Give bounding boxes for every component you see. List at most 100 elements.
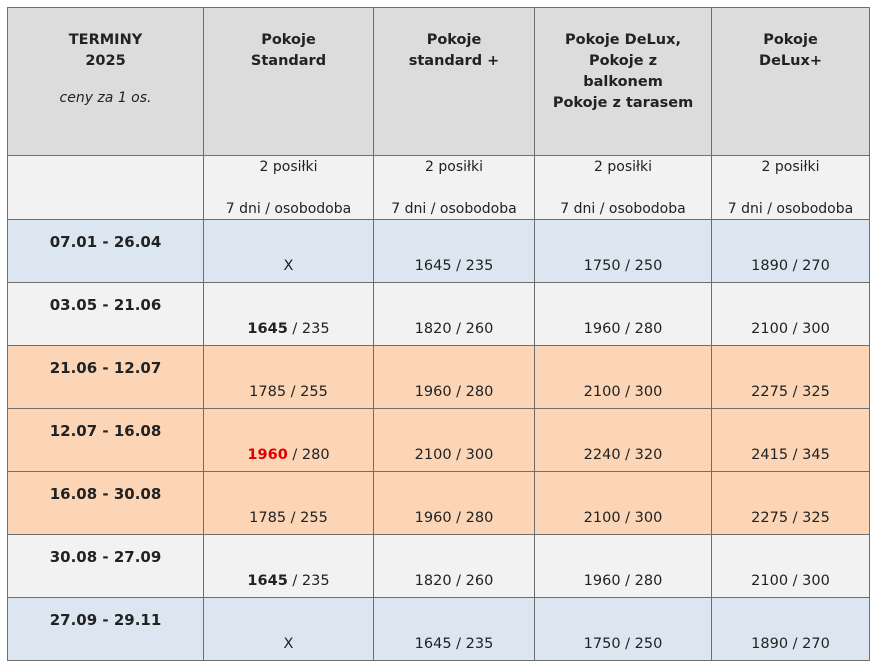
table-row: 21.06 - 12.07 1785 / 255 1960 / 280 2100 / … <box>7 345 870 409</box>
price-daily: / 270 <box>788 258 830 274</box>
price-daily: / 325 <box>788 384 830 400</box>
header-standard-plus: Pokoje standard + <box>373 7 535 156</box>
price-cell: 2100 / 300 <box>711 282 870 346</box>
price-main: 1645 <box>414 258 452 274</box>
subheader-empty-cell <box>7 155 204 220</box>
date-range-cell: 30.08 - 27.09 <box>7 534 204 598</box>
subheader-cell: 2 posiłki 7 dni / osobodoba <box>203 155 374 220</box>
price-cell: 2240 / 320 <box>534 408 712 472</box>
price-cell: 1785 / 255 <box>203 345 374 409</box>
price-daily: / 280 <box>620 573 663 589</box>
price-cell: 1645 / 235 <box>203 282 374 346</box>
subheader-row: 2 posiłki 7 dni / osobodoba 2 posiłki 7 dn… <box>7 155 870 220</box>
header-standard-line2: Standard <box>250 53 327 69</box>
price-daily: / 300 <box>788 321 830 337</box>
price-daily: / 255 <box>286 384 328 400</box>
subheader-cell: 2 posiłki 7 dni / osobodoba <box>711 155 870 220</box>
price-main: 1960 <box>583 573 621 589</box>
table-row: 07.01 - 26.04 X 1645 / 235 1750 / 250 1890 /… <box>7 219 870 283</box>
header-delux: Pokoje DeLux, Pokoje z balkonem Pokoje z… <box>534 7 712 156</box>
price-main: 1645 <box>247 321 288 337</box>
price-main: 1645 <box>247 573 288 589</box>
meals-label: 2 posiłki <box>259 159 318 175</box>
header-standard: Pokoje Standard <box>203 7 374 156</box>
price-main: 2100 <box>751 321 789 337</box>
price-main: 2100 <box>751 573 789 589</box>
price-cell: 1960 / 280 <box>203 408 374 472</box>
date-range-cell: 03.05 - 21.06 <box>7 282 204 346</box>
price-daily: / 280 <box>451 384 494 400</box>
price-main: 2275 <box>751 510 789 526</box>
price-daily: / 280 <box>287 447 330 463</box>
header-delux-line2: Pokoje z <box>588 53 658 69</box>
stay-label: 7 dni / osobodoba <box>225 201 352 217</box>
price-cell: 1890 / 270 <box>711 219 870 283</box>
table-header-row: TERMINY 2025 ceny za 1 os. Pokoje Standa… <box>7 7 870 156</box>
table-row: 16.08 - 30.08 1785 / 255 1960 / 280 2100 / … <box>7 471 870 535</box>
price-cell: 1960 / 280 <box>534 282 712 346</box>
meals-label: 2 posiłki <box>761 159 820 175</box>
price-main: 1645 <box>414 636 452 652</box>
stay-label: 7 dni / osobodoba <box>560 201 686 217</box>
header-delux-plus: Pokoje DeLux+ <box>711 7 870 156</box>
header-delux-line1: Pokoje DeLux, <box>565 32 681 48</box>
price-main: 1960 <box>414 510 452 526</box>
price-main: 1960 <box>583 321 621 337</box>
price-main: X <box>283 636 294 652</box>
table-row: 27.09 - 29.11 X 1645 / 235 1750 / 250 1890 /… <box>7 597 870 661</box>
price-main: 1750 <box>583 636 621 652</box>
price-main: 1820 <box>414 321 452 337</box>
price-cell: 1960 / 280 <box>534 534 712 598</box>
price-daily: / 300 <box>788 573 830 589</box>
price-cell: 2100 / 300 <box>534 471 712 535</box>
price-main: 1785 <box>249 510 287 526</box>
price-daily: / 235 <box>451 258 494 274</box>
subheader-cell: 2 posiłki 7 dni / osobodoba <box>373 155 535 220</box>
price-main: 2275 <box>751 384 789 400</box>
price-daily: / 345 <box>788 447 830 463</box>
price-daily: / 235 <box>451 636 494 652</box>
price-daily: / 320 <box>620 447 663 463</box>
price-cell: 2100 / 300 <box>534 345 712 409</box>
meals-label: 2 posiłki <box>425 159 483 175</box>
price-cell: X <box>203 219 374 283</box>
stay-label: 7 dni / osobodoba <box>391 201 517 217</box>
price-daily: / 300 <box>620 384 663 400</box>
table-row: 12.07 - 16.08 1960 / 280 2100 / 300 2240 / … <box>7 408 870 472</box>
price-main: 2100 <box>583 510 621 526</box>
header-delux-plus-line1: Pokoje <box>763 32 818 48</box>
header-delux-line4: Pokoje z tarasem <box>552 95 694 111</box>
price-daily: / 255 <box>286 510 328 526</box>
stay-label: 7 dni / osobodoba <box>727 201 854 217</box>
date-range-cell: 16.08 - 30.08 <box>7 471 204 535</box>
price-cell: 2275 / 325 <box>711 471 870 535</box>
header-terms-year: 2025 <box>85 53 126 69</box>
price-cell: 1645 / 235 <box>203 534 374 598</box>
price-daily: / 280 <box>451 510 494 526</box>
date-range-cell: 27.09 - 29.11 <box>7 597 204 661</box>
price-cell: 1785 / 255 <box>203 471 374 535</box>
price-cell: 1750 / 250 <box>534 597 712 661</box>
price-main: 1890 <box>751 258 789 274</box>
price-daily: / 260 <box>451 573 494 589</box>
price-cell: 1820 / 260 <box>373 282 535 346</box>
price-daily: / 250 <box>620 636 663 652</box>
price-cell: 1645 / 235 <box>373 597 535 661</box>
price-cell: 1820 / 260 <box>373 534 535 598</box>
price-table: TERMINY 2025 ceny za 1 os. Pokoje Standa… <box>7 7 870 661</box>
price-main: X <box>283 258 294 274</box>
price-main: 1960 <box>414 384 452 400</box>
header-price-note: ceny za 1 os. <box>59 90 152 106</box>
price-daily: / 300 <box>620 510 663 526</box>
price-main: 2100 <box>583 384 621 400</box>
price-daily: / 250 <box>620 258 663 274</box>
price-cell: 2415 / 345 <box>711 408 870 472</box>
header-standard-line1: Pokoje <box>261 32 316 48</box>
price-main: 1890 <box>751 636 789 652</box>
price-main: 1785 <box>249 384 287 400</box>
price-main: 2100 <box>414 447 452 463</box>
price-daily: / 270 <box>788 636 830 652</box>
price-main: 1750 <box>583 258 621 274</box>
price-main: 1960 <box>247 447 288 463</box>
price-cell: X <box>203 597 374 661</box>
